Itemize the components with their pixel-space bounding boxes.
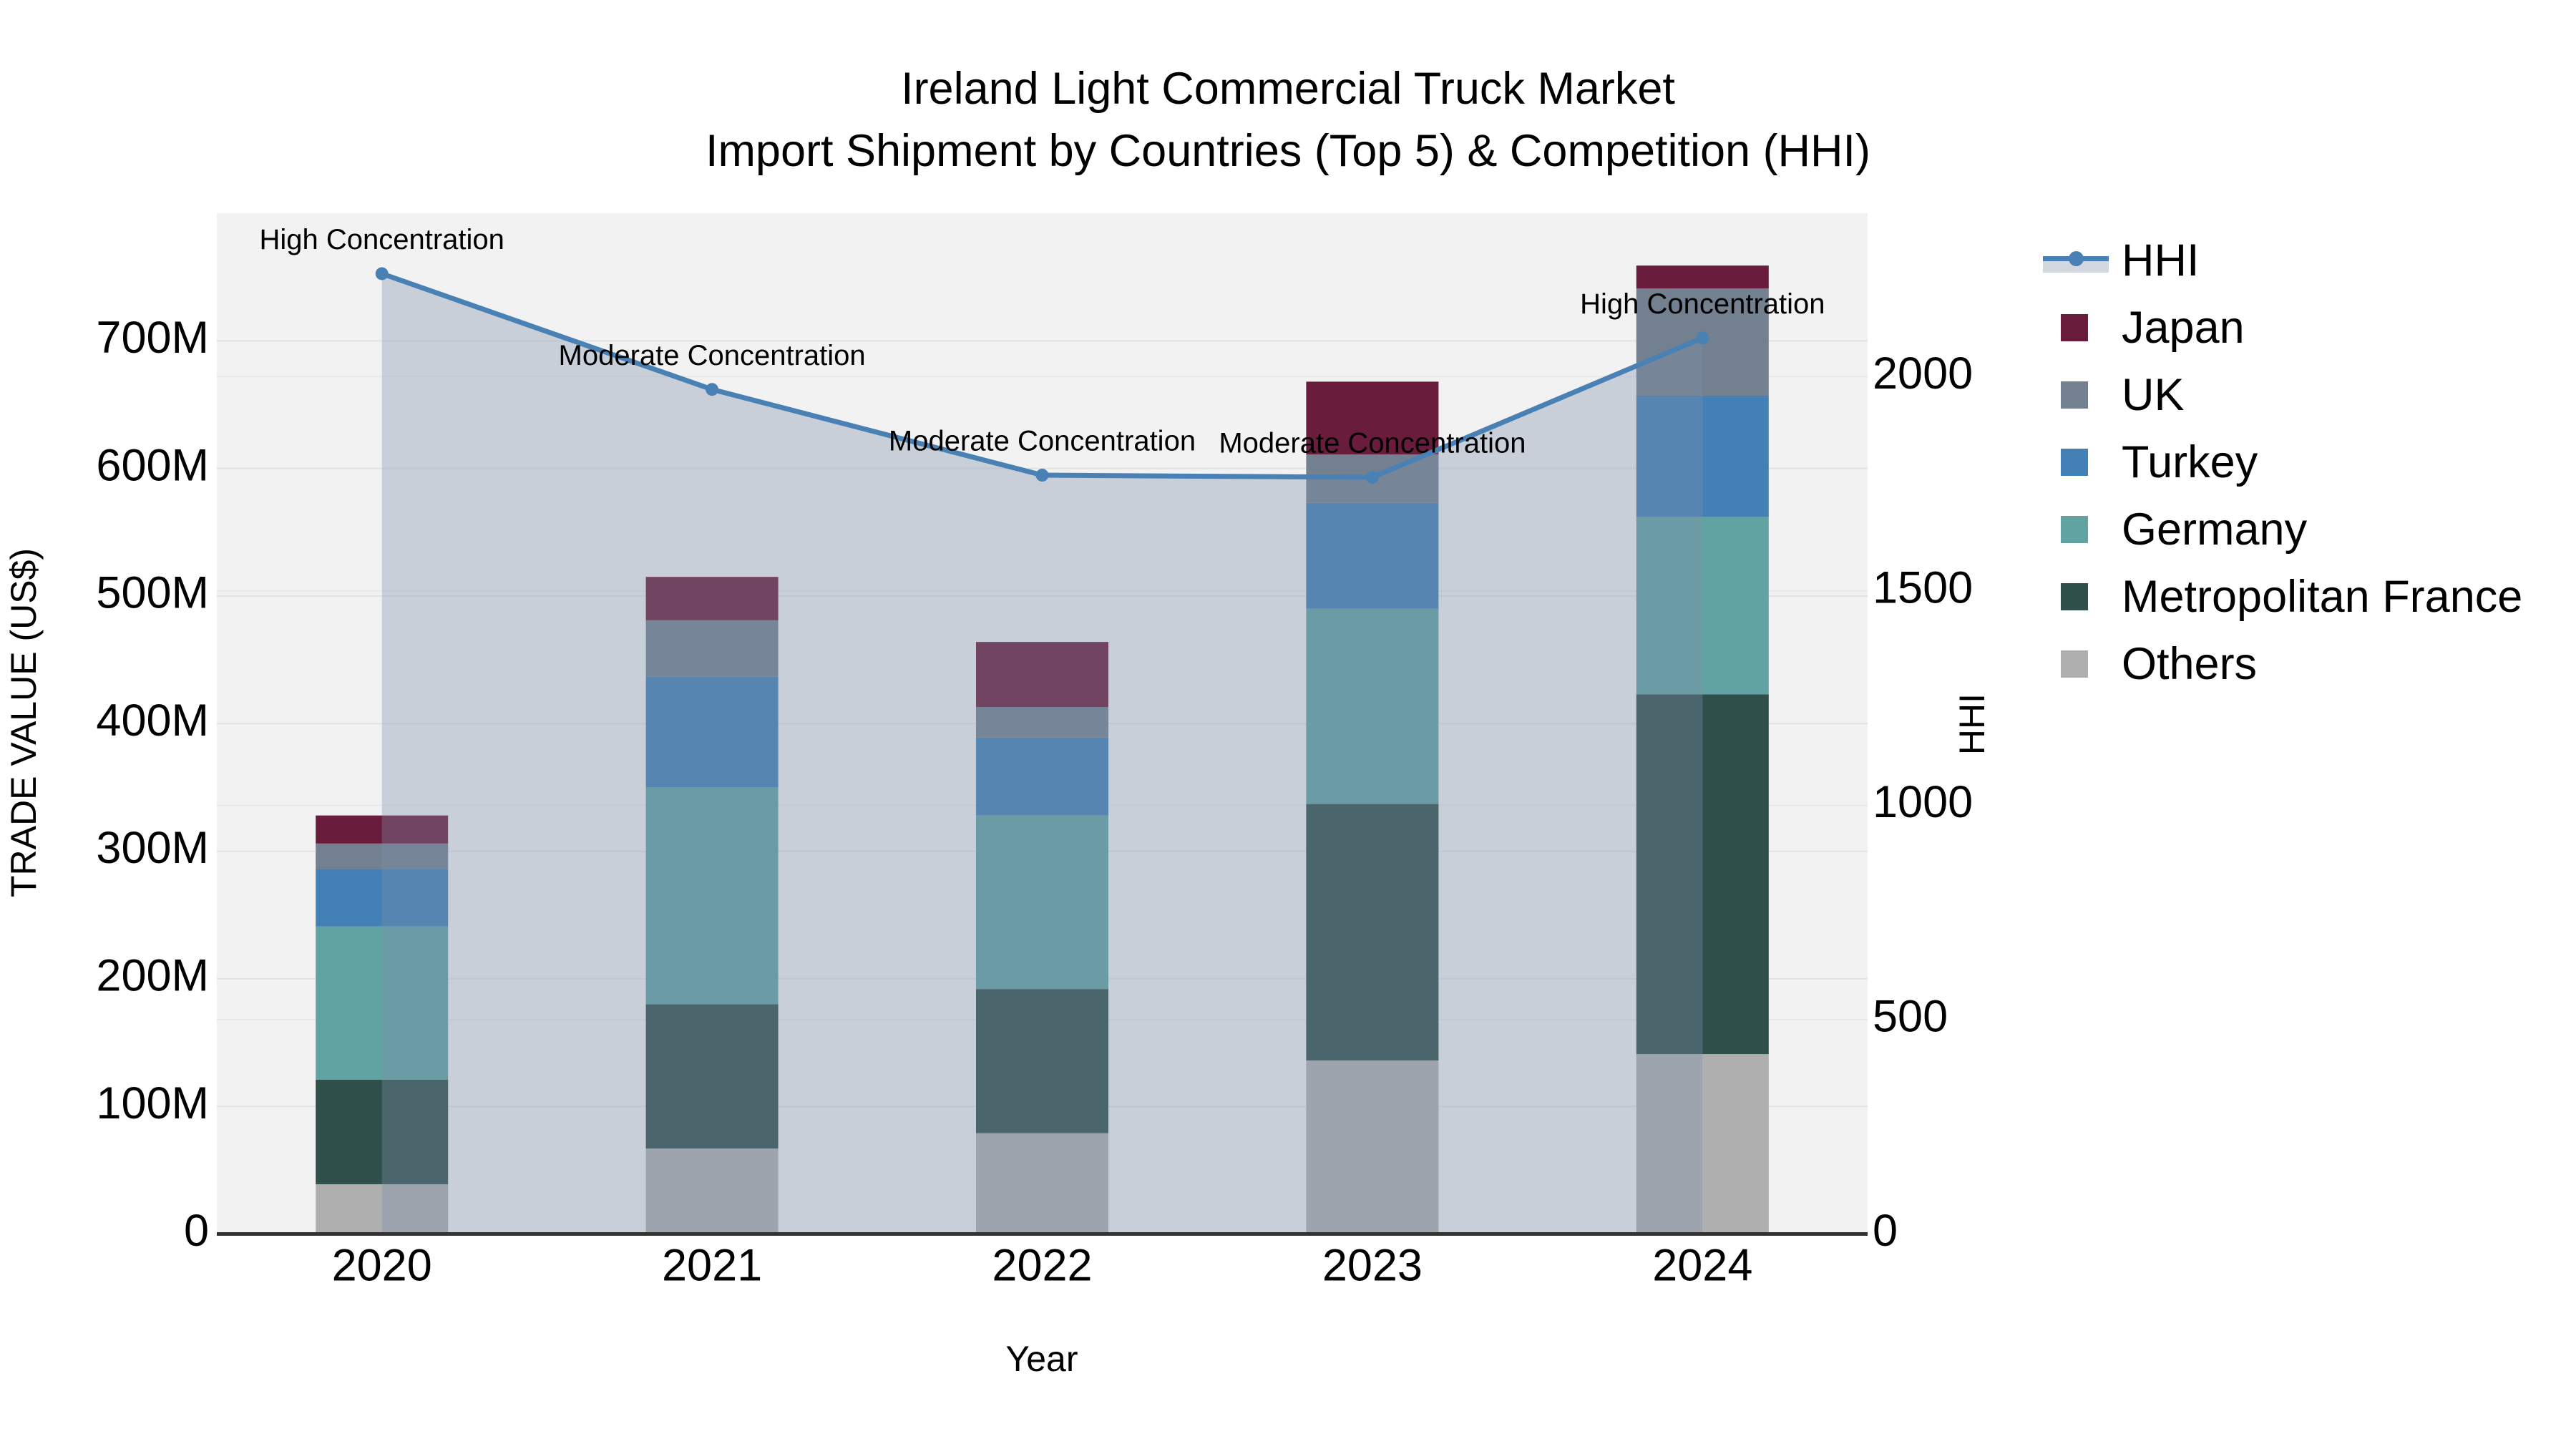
bar-segment-2021-germany — [645, 787, 779, 1005]
y-left-tick-0: 0 — [184, 1206, 209, 1256]
bar-segment-2023-germany — [1306, 608, 1439, 804]
annotation-2021: Moderate Concentration — [559, 340, 866, 371]
legend-item-turkey: Turkey — [2043, 429, 2522, 496]
bar-segment-2024-metropolitan-france — [1636, 694, 1769, 1055]
y-right-tick-0: 0 — [1873, 1206, 1898, 1256]
x-axis-title: Year — [1005, 1339, 1078, 1379]
x-tick-2023: 2023 — [1322, 1241, 1423, 1291]
legend-color-chip — [2061, 516, 2088, 543]
legend-hhi-dot — [2069, 251, 2084, 266]
y-right-axis-title: HHI — [1952, 693, 1992, 756]
legend-color-chip — [2061, 314, 2088, 341]
chart-title-line1: Ireland Light Commercial Truck Market — [901, 64, 1675, 114]
y-right-tick-1000: 1000 — [1873, 777, 1973, 827]
legend-item-metropolitan-france: Metropolitan France — [2043, 563, 2522, 630]
y-left-tick-500: 500M — [96, 568, 209, 618]
legend-swatch-icon — [2043, 496, 2122, 563]
legend-color-chip — [2061, 583, 2088, 610]
legend-label: UK — [2122, 370, 2185, 420]
bar-segment-2020-metropolitan-france — [316, 1079, 449, 1184]
annotation-2023: Moderate Concentration — [1219, 428, 1526, 459]
y-left-tick-300: 300M — [96, 823, 209, 873]
bar-segment-2023-metropolitan-france — [1306, 804, 1439, 1060]
y-right-tick-500: 500 — [1873, 992, 1948, 1042]
x-tick-2024: 2024 — [1652, 1241, 1752, 1291]
bar-segment-2024-germany — [1636, 517, 1769, 695]
y-left-tick-400: 400M — [96, 696, 209, 746]
bar-segment-2022-uk — [976, 707, 1108, 738]
hhi-area — [381, 273, 1703, 1234]
bar-segment-2022-others — [976, 1133, 1108, 1234]
hhi-line-sample-icon — [2043, 227, 2122, 294]
hhi-marker-2023 — [1365, 471, 1379, 484]
y-left-tick-200: 200M — [96, 951, 209, 1001]
legend-item-hhi: HHI — [2043, 227, 2522, 294]
bar-segment-2022-japan — [976, 642, 1108, 708]
y-left-axis-title: TRADE VALUE (US$) — [4, 547, 44, 898]
bar-segment-2021-metropolitan-france — [645, 1004, 779, 1149]
legend-swatch-icon — [2043, 630, 2122, 698]
bar-segment-2021-others — [645, 1148, 779, 1234]
y-left-tick-600: 600M — [96, 440, 209, 490]
legend-color-chip — [2061, 449, 2088, 476]
bar-segment-2024-others — [1636, 1054, 1769, 1234]
legend: HHI Japan UK Turkey Germany Metropolitan Fran… — [2043, 227, 2522, 698]
bar-segment-2022-germany — [976, 815, 1108, 990]
bar-segment-2021-japan — [645, 577, 779, 620]
hhi-marker-2022 — [1035, 469, 1049, 482]
y-left-tick-100: 100M — [96, 1078, 209, 1128]
hhi-marker-2024 — [1696, 331, 1709, 345]
bar-segment-2024-turkey — [1636, 395, 1769, 517]
legend-color-chip — [2061, 381, 2088, 409]
y-right-tick-2000: 2000 — [1873, 348, 1973, 399]
legend-swatch-icon — [2043, 361, 2122, 429]
bar-segment-2020-turkey — [316, 869, 449, 927]
legend-color-chip — [2061, 650, 2088, 678]
legend-label: Japan — [2122, 303, 2245, 353]
bar-segment-2020-germany — [316, 926, 449, 1080]
y-left-tick-700: 700M — [96, 313, 209, 363]
y-right-tick-1500: 1500 — [1873, 562, 1973, 613]
bar-segment-2022-turkey — [976, 737, 1108, 816]
legend-item-japan: Japan — [2043, 294, 2522, 361]
x-tick-2020: 2020 — [332, 1241, 432, 1291]
legend-item-uk: UK — [2043, 361, 2522, 429]
annotation-2022: Moderate Concentration — [889, 426, 1196, 457]
annotation-2024: High Concentration — [1580, 288, 1825, 320]
bar-segment-2022-metropolitan-france — [976, 989, 1108, 1133]
bar-segment-2023-others — [1306, 1060, 1439, 1234]
legend-swatch-icon — [2043, 294, 2122, 361]
bar-segment-2021-turkey — [645, 676, 779, 788]
bar-segment-2020-uk — [316, 843, 449, 869]
legend-item-others: Others — [2043, 630, 2522, 698]
bar-segment-2023-japan — [1306, 381, 1439, 455]
bar-segment-2024-japan — [1636, 265, 1769, 289]
legend-label: Germany — [2122, 504, 2308, 555]
legend-swatch-icon — [2043, 429, 2122, 496]
x-tick-2022: 2022 — [992, 1241, 1092, 1291]
legend-label: HHI — [2122, 235, 2200, 286]
hhi-marker-2020 — [375, 267, 389, 280]
legend-label: Metropolitan France — [2122, 572, 2523, 622]
legend-label: Turkey — [2122, 437, 2258, 487]
bar-segment-2023-turkey — [1306, 502, 1439, 609]
x-tick-2021: 2021 — [662, 1241, 762, 1291]
annotation-2020: High Concentration — [259, 224, 504, 255]
chart-title-line2: Import Shipment by Countries (Top 5) & C… — [705, 126, 1871, 176]
legend-swatch-icon — [2043, 563, 2122, 630]
hhi-marker-2021 — [706, 383, 719, 396]
legend-item-germany: Germany — [2043, 496, 2522, 563]
bar-segment-2020-japan — [316, 815, 449, 844]
legend-label: Others — [2122, 639, 2258, 689]
bar-segment-2020-others — [316, 1184, 449, 1234]
bar-segment-2021-uk — [645, 620, 779, 677]
